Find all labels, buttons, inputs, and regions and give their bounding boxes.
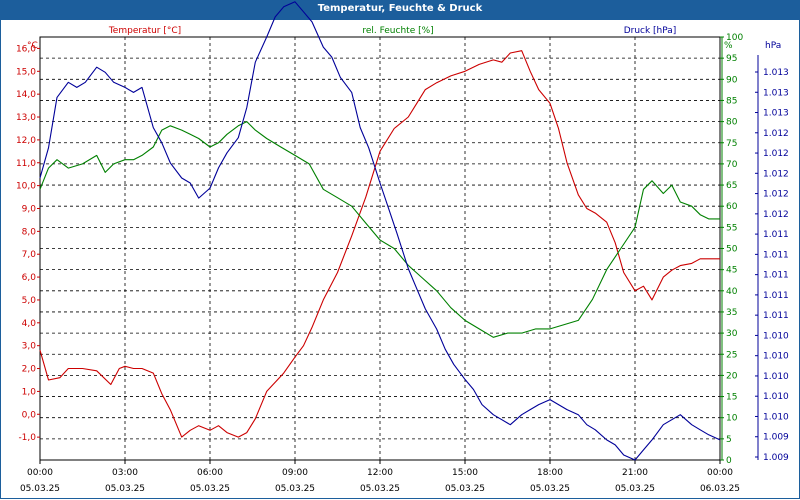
pressure-tick-label: 1.010	[763, 372, 789, 382]
humidity-tick-label: 40	[726, 287, 738, 297]
pressure-tick-label: 1.012	[763, 149, 789, 159]
chart-grid	[40, 37, 720, 460]
pressure-tick-label: 1.012	[763, 190, 789, 200]
pressure-tick-label: 1.012	[763, 129, 789, 139]
pressure-tick-label: 1.010	[763, 392, 789, 402]
humidity-tick-label: 55	[726, 223, 737, 233]
humidity-tick-label: 45	[726, 266, 737, 276]
temperature-tick-label: 10,0	[16, 182, 36, 192]
legend-pressure: Druck [hPa]	[624, 26, 677, 36]
series-line-humidity	[39, 121, 720, 338]
humidity-tick-label: 50	[726, 245, 738, 255]
temperature-tick-label: 8,0	[22, 227, 37, 237]
temperature-tick-label: 11,0	[16, 159, 36, 169]
humidity-tick-label: 0	[726, 456, 732, 466]
humidity-tick-label: 85	[726, 96, 737, 106]
pressure-tick-label: 1.011	[763, 311, 789, 321]
x-tick-time: 00:00	[27, 468, 53, 478]
x-tick-time: 12:00	[367, 468, 393, 478]
pressure-tick-label: 1.011	[763, 271, 789, 281]
pressure-tick-label: 1.010	[763, 331, 789, 341]
humidity-tick-label: 80	[726, 118, 738, 128]
humidity-tick-label: 75	[726, 139, 737, 149]
x-tick-time: 09:00	[282, 468, 308, 478]
humidity-tick-label: 70	[726, 160, 738, 170]
temperature-tick-label: 2,0	[22, 365, 37, 375]
x-tick-date: 05.03.25	[445, 484, 485, 494]
humidity-tick-label: 5	[726, 435, 732, 445]
humidity-unit: %	[724, 41, 733, 51]
temperature-tick-label: 1,0	[22, 387, 37, 397]
humidity-tick-label: 30	[726, 329, 738, 339]
x-tick-time: 21:00	[622, 468, 648, 478]
temperature-tick-label: 3,0	[22, 342, 37, 352]
humidity-tick-label: 90	[726, 75, 738, 85]
pressure-tick-label: 1.011	[763, 230, 789, 240]
humidity-tick-label: 15	[726, 393, 737, 403]
temperature-tick-label: 0,0	[22, 410, 37, 420]
x-tick-time: 00:00	[707, 468, 733, 478]
pressure-tick-label: 1.010	[763, 352, 789, 362]
temperature-tick-label: 16,0	[16, 44, 36, 54]
pressure-tick-label: 1.012	[763, 210, 789, 220]
humidity-tick-label: 65	[726, 181, 737, 191]
x-tick-date: 05.03.25	[20, 484, 60, 494]
pressure-tick-label: 1.009	[763, 453, 789, 463]
pressure-tick-label: 1.013	[763, 68, 789, 78]
pressure-tick-label: 1.012	[763, 169, 789, 179]
pressure-tick-label: 1.013	[763, 109, 789, 119]
pressure-tick-label: 1.009	[763, 433, 789, 443]
temperature-tick-label: 6,0	[22, 273, 37, 283]
x-tick-date: 05.03.25	[615, 484, 655, 494]
temperature-tick-label: 7,0	[22, 250, 37, 260]
humidity-tick-label: 60	[726, 202, 738, 212]
legend-humidity: rel. Feuchte [%]	[362, 26, 433, 36]
pressure-unit: hPa	[765, 41, 781, 51]
temperature-tick-label: -1,0	[18, 433, 36, 443]
temperature-tick-label: 12,0	[16, 136, 36, 146]
temperature-tick-label: 9,0	[22, 204, 37, 214]
x-tick-time: 03:00	[112, 468, 138, 478]
humidity-tick-label: 25	[726, 350, 737, 360]
humidity-tick-label: 100	[726, 33, 743, 43]
series-line-pressure	[39, 1, 721, 461]
x-tick-date: 05.03.25	[360, 484, 400, 494]
x-tick-time: 15:00	[452, 468, 478, 478]
pressure-tick-label: 1.013	[763, 88, 789, 98]
temperature-unit: °C	[27, 41, 38, 51]
legend-temperature: Temperatur [°C]	[108, 26, 181, 36]
x-tick-date: 06.03.25	[700, 484, 740, 494]
temperature-tick-label: 13,0	[16, 113, 36, 123]
x-tick-date: 05.03.25	[105, 484, 145, 494]
humidity-tick-label: 95	[726, 54, 737, 64]
x-tick-date: 05.03.25	[530, 484, 570, 494]
pressure-tick-label: 1.010	[763, 412, 789, 422]
x-tick-time: 06:00	[197, 468, 223, 478]
x-tick-date: 05.03.25	[190, 484, 230, 494]
humidity-tick-label: 35	[726, 308, 737, 318]
series-line-temperature	[39, 50, 720, 438]
chart-series	[39, 1, 721, 461]
chart-axes	[37, 36, 759, 464]
pressure-tick-label: 1.011	[763, 250, 789, 260]
chart-title: Temperatur, Feuchte & Druck	[0, 0, 800, 20]
humidity-tick-label: 10	[726, 414, 738, 424]
pressure-tick-label: 1.011	[763, 291, 789, 301]
temperature-tick-label: 14,0	[16, 90, 36, 100]
humidity-tick-label: 20	[726, 371, 738, 381]
x-tick-time: 18:00	[537, 468, 563, 478]
temperature-tick-label: 5,0	[22, 296, 37, 306]
chart-labels: 0 5 10 15 20 25 30 35 40 45 50 55 60 65 70 75 80 85 90 95 10…	[16, 26, 789, 494]
temperature-tick-label: 4,0	[22, 319, 37, 329]
x-tick-date: 05.03.25	[275, 484, 315, 494]
temperature-tick-label: 15,0	[16, 67, 36, 77]
